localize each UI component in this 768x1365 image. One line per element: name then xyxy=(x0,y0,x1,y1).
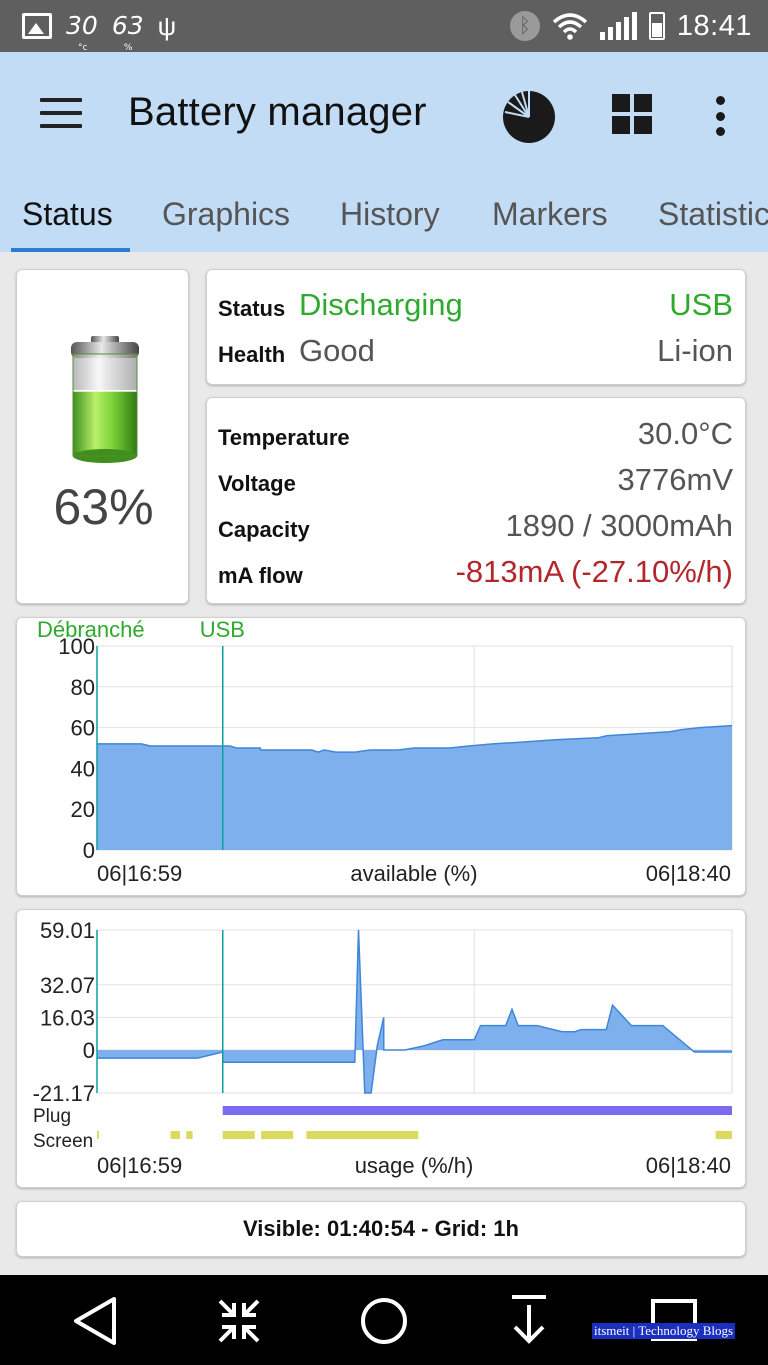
menu-icon[interactable] xyxy=(40,98,82,128)
recents-icon[interactable] xyxy=(651,1299,697,1341)
tab-graphics[interactable]: Graphics xyxy=(162,196,291,232)
screen-bar xyxy=(186,1131,193,1139)
status-bar: 30 °c 63% ψ ᛒ 18:41 xyxy=(0,0,768,54)
voltage-value: 3776mV xyxy=(617,462,733,497)
temperature-notification-value: 30 xyxy=(66,11,98,40)
wifi-icon xyxy=(552,13,588,40)
screen-bar xyxy=(170,1131,180,1139)
y-tick-label: 59.01 xyxy=(40,918,95,943)
temperature-notification-unit: °c xyxy=(78,43,88,53)
y-tick-label: 80 xyxy=(71,675,95,700)
marker-label: USB xyxy=(200,618,245,642)
active-tab-indicator xyxy=(11,248,130,252)
screen-bar xyxy=(306,1131,419,1139)
y-tick-label: 16.03 xyxy=(40,1005,95,1030)
screen-label: Screen xyxy=(33,1131,93,1152)
usage-chart-card[interactable]: -21.17 0 16.03 32.07 59.01 06|16:59 06|18:40 us… xyxy=(16,909,746,1188)
y-tick-label: 32.07 xyxy=(40,973,95,998)
tab-statistics[interactable]: Statistics xyxy=(658,196,768,232)
y-tick-label: 100 xyxy=(58,634,95,659)
usage-chart: -21.17 0 16.03 32.07 59.01 06|16:59 06|18:40 us… xyxy=(33,918,733,1178)
y-tick-label: -21.17 xyxy=(33,1081,95,1106)
health-value: Good xyxy=(299,333,375,368)
notification-icons: 30 °c 63% ψ xyxy=(22,8,177,54)
y-tick-label: 20 xyxy=(71,797,95,822)
temperature-value: 30.0°C xyxy=(637,416,733,451)
plug-bar xyxy=(222,1106,733,1115)
series-area xyxy=(97,725,732,850)
temperature-notification: 30 °c xyxy=(66,11,98,54)
bluetooth-icon: ᛒ xyxy=(509,11,540,41)
back-icon[interactable] xyxy=(74,1297,116,1345)
battery-icon xyxy=(71,336,139,463)
collapse-icon[interactable] xyxy=(218,1299,260,1343)
clock: 18:41 xyxy=(676,9,752,42)
capacity-label: Capacity xyxy=(218,517,310,542)
app-title: Battery manager xyxy=(128,90,427,134)
status-card: Status Discharging USB Health Good Li-io… xyxy=(206,269,746,385)
power-source: USB xyxy=(669,287,733,322)
nav-icons xyxy=(74,1295,697,1345)
x-axis-label: usage (%/h) xyxy=(355,1153,474,1178)
battery-status-icon xyxy=(648,12,665,40)
x-end-label: 06|18:40 xyxy=(646,861,731,886)
image-icon xyxy=(22,13,52,39)
battery-notification-value: 63 xyxy=(111,11,144,40)
y-tick-label: 60 xyxy=(71,716,95,741)
voltage-label: Voltage xyxy=(218,471,296,496)
series-line xyxy=(97,929,732,1094)
health-label: Health xyxy=(218,342,286,367)
screen-bar xyxy=(97,1131,99,1139)
system-icons: ᛒ 18:41 xyxy=(509,6,752,46)
battery-notification: 63% xyxy=(111,11,144,54)
download-icon[interactable] xyxy=(512,1295,546,1344)
visible-range-text: Visible: 01:40:54 - Grid: 1h xyxy=(243,1216,519,1241)
x-end-label: 06|18:40 xyxy=(646,1153,731,1178)
tab-status[interactable]: Status xyxy=(22,196,113,232)
y-tick-label: 40 xyxy=(71,756,95,781)
battery-notification-unit: % xyxy=(123,43,133,53)
battery-level-card: 63% xyxy=(16,269,189,604)
pie-chart-icon[interactable] xyxy=(500,86,558,144)
battery-type: Li-ion xyxy=(657,333,733,368)
maflow-value: -813mA (-27.10%/h) xyxy=(455,554,733,589)
screen-bar xyxy=(715,1131,732,1139)
series-line xyxy=(97,724,733,753)
home-icon[interactable] xyxy=(361,1298,407,1344)
grid-icon[interactable] xyxy=(612,94,652,134)
maflow-label: mA flow xyxy=(218,563,303,588)
battery-percent: 63% xyxy=(53,479,154,535)
tab-history[interactable]: History xyxy=(340,196,440,232)
screen-bar xyxy=(261,1131,294,1139)
watermark: itsmeit | Technology Blogs xyxy=(592,1323,736,1339)
visible-range-card[interactable]: Visible: 01:40:54 - Grid: 1h xyxy=(16,1201,746,1257)
capacity-value: 1890 / 3000mAh xyxy=(505,508,733,543)
usb-icon: ψ xyxy=(157,10,177,41)
y-tick-label: 0 xyxy=(83,1038,95,1063)
battery-info-card: Temperature 30.0°C Voltage 3776mV Capaci… xyxy=(206,397,746,604)
status-value: Discharging xyxy=(299,287,463,322)
plot-frame xyxy=(96,929,733,1094)
x-start-label: 06|16:59 xyxy=(97,1153,182,1178)
x-axis-label: available (%) xyxy=(350,861,477,886)
screen-bar xyxy=(222,1131,255,1139)
signal-icon xyxy=(599,12,637,40)
tab-markers[interactable]: Markers xyxy=(492,196,608,232)
app-bar: Battery manager Status Graphics History … xyxy=(0,52,768,252)
temperature-label: Temperature xyxy=(218,425,350,450)
available-chart-card[interactable]: 0 20 40 60 80 100 Débranché USB 06|16:59 06|18:40… xyxy=(16,617,746,896)
tab-bar: Status Graphics History Markers Statisti… xyxy=(0,186,768,252)
series-area xyxy=(97,930,732,1093)
plug-label: Plug xyxy=(33,1106,71,1127)
x-start-label: 06|16:59 xyxy=(97,861,182,886)
more-vert-icon[interactable] xyxy=(714,96,726,136)
marker-label: Débranché xyxy=(37,618,145,642)
battery-fill xyxy=(73,391,137,456)
y-tick-label: 0 xyxy=(83,838,95,863)
navigation-bar: itsmeit | Technology Blogs xyxy=(0,1275,768,1365)
status-label: Status xyxy=(218,296,286,321)
